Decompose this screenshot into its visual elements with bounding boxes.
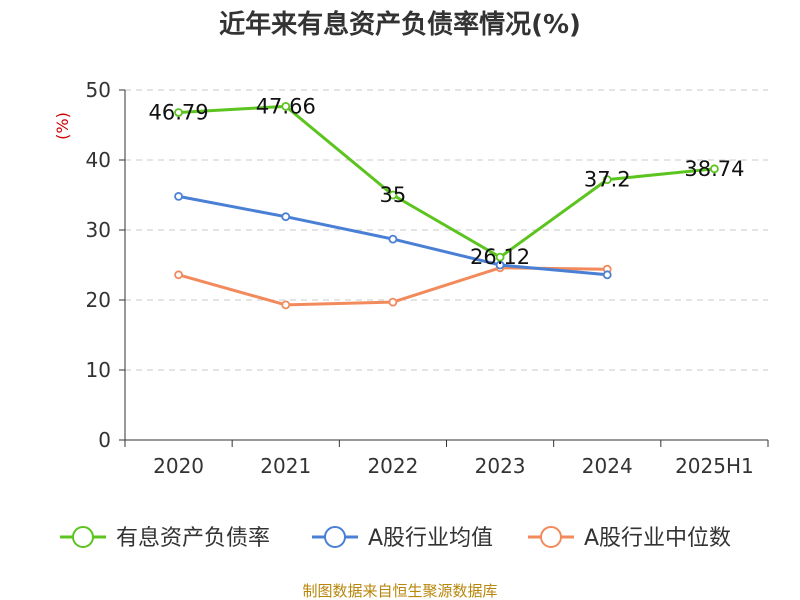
y-tick-label: 30: [86, 218, 111, 242]
data-point: [602, 270, 612, 280]
legend-label: A股行业均值: [368, 526, 493, 551]
legend-item: 有息资产负债率: [60, 526, 270, 551]
data-point: [174, 191, 183, 201]
x-tick-label: 2023: [475, 454, 526, 478]
x-tick-label: 2022: [367, 454, 418, 478]
legend-label: A股行业中位数: [584, 526, 731, 551]
x-tick-label: 2025H1: [675, 454, 754, 478]
legend-swatch-marker: [540, 526, 562, 548]
legend-label: 有息资产负债率: [116, 526, 270, 551]
data-labels: 46.79 47.66 35 26.12 37.2 38.74: [149, 94, 745, 269]
data-point: [388, 234, 398, 244]
data-point: [495, 252, 505, 262]
y-tick-label: 40: [86, 148, 111, 172]
data-point: [281, 300, 291, 310]
source-note: 制图数据来自恒生聚源数据库: [302, 582, 497, 600]
grid-lines: [125, 89, 768, 371]
x-tick-label: 2020: [153, 454, 204, 478]
series-layer: [174, 101, 719, 310]
legend-swatch-marker: [324, 526, 346, 548]
legend: 有息资产负债率 A股行业均值 A股行业中位数: [60, 526, 731, 551]
chart-title: 近年来有息资产负债率情况(%): [219, 9, 581, 40]
y-tick-label: 20: [86, 288, 111, 312]
axes: 0 10 20 30 40 50 2020 2021 2022 2023 2024 2025H1: [86, 78, 769, 478]
legend-item: A股行业中位数: [528, 526, 731, 551]
data-label: 38.74: [684, 157, 744, 181]
data-point: [174, 270, 183, 280]
legend-item: A股行业均值: [312, 526, 493, 551]
data-point: [174, 108, 183, 117]
data-point: [281, 212, 291, 222]
data-label: 37.2: [584, 168, 631, 192]
data-point: [388, 297, 398, 307]
series-line: [178, 104, 715, 259]
data-label: 47.66: [256, 94, 316, 118]
data-label: 26.12: [470, 245, 530, 269]
data-point: [281, 101, 291, 111]
data-point: [388, 190, 398, 200]
data-point: [710, 164, 719, 174]
x-tick-label: 2021: [260, 454, 311, 478]
data-point: [602, 175, 612, 185]
x-tick-label: 2024: [582, 454, 633, 478]
y-tick-label: 10: [86, 358, 111, 382]
y-axis-label: (%): [53, 112, 72, 140]
y-tick-label: 50: [86, 78, 111, 102]
data-label: 46.79: [149, 100, 209, 124]
data-label: 35: [380, 183, 407, 207]
y-tick-label: 0: [98, 428, 111, 452]
legend-swatch-marker: [72, 526, 94, 548]
